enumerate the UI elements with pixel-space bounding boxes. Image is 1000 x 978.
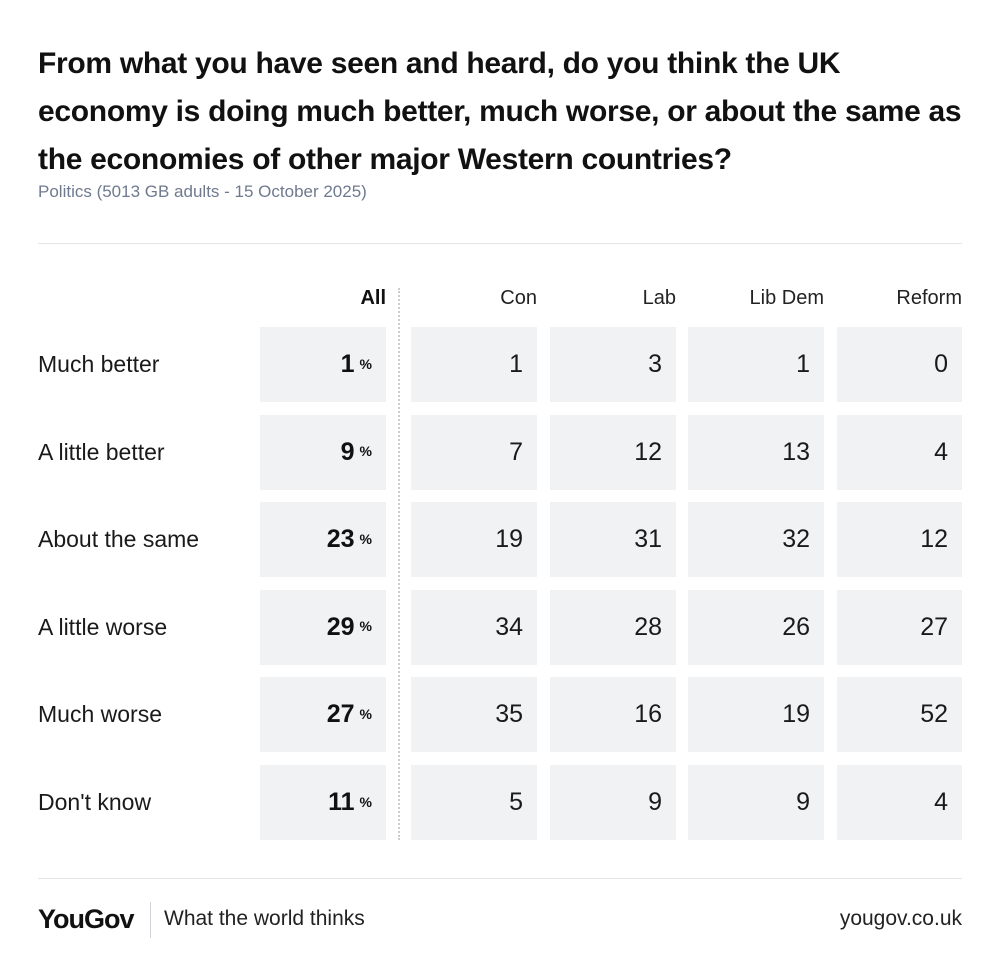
- cell-about-the-same-reform: 12: [837, 502, 962, 578]
- cell-value: 19: [782, 700, 810, 729]
- cell-much-worse-reform: 52: [837, 677, 962, 753]
- cell-value: 35: [495, 700, 523, 729]
- cell-a-little-worse-lib-dem: 26: [688, 589, 824, 665]
- cell-about-the-same-lib-dem: 32: [688, 502, 824, 578]
- footer-url: yougov.co.uk: [839, 907, 962, 930]
- cell-value: 29: [326, 612, 355, 641]
- cell-value: 28: [634, 612, 662, 641]
- cell-value: 9: [796, 788, 810, 816]
- column-header-all: All: [360, 287, 386, 309]
- cell-value: 7: [509, 437, 523, 466]
- cell-value: 13: [782, 437, 810, 466]
- cell-a-little-better-reform: 4: [837, 414, 962, 490]
- cell-a-little-better-all: 9%: [260, 414, 386, 490]
- cell-value: 26: [782, 612, 810, 641]
- cell-don-t-know-lib-dem: 9: [688, 765, 824, 840]
- bottom-divider: [38, 878, 962, 879]
- top-divider: [38, 243, 962, 244]
- cell-value: 4: [934, 788, 948, 816]
- cell-about-the-same-con: 19: [411, 502, 537, 578]
- cell-a-little-better-lab: 12: [550, 414, 676, 490]
- percent-unit: %: [359, 443, 372, 460]
- cell-much-better-lab: 3: [550, 327, 676, 402]
- cell-value: 1: [509, 350, 523, 378]
- cell-value: 27: [326, 700, 355, 729]
- cell-value: 12: [920, 525, 948, 554]
- cell-a-little-better-lib-dem: 13: [688, 414, 824, 490]
- cell-value: 4: [934, 437, 948, 466]
- row-label-much-better: Much better: [38, 351, 160, 377]
- percent-unit: %: [359, 355, 372, 372]
- percent-unit: %: [359, 618, 372, 635]
- cell-a-little-worse-reform: 27: [837, 589, 962, 665]
- cell-much-better-reform: 0: [837, 327, 962, 402]
- cell-a-little-worse-con: 34: [411, 589, 537, 665]
- cell-value: 11: [328, 788, 355, 816]
- column-header-lab: Lab: [642, 287, 676, 309]
- row-label-a-little-worse: A little worse: [38, 613, 168, 640]
- cell-value: 9: [340, 437, 355, 466]
- cell-value: 34: [495, 612, 523, 641]
- cell-value: 27: [920, 612, 948, 641]
- cell-value: 1: [340, 350, 355, 378]
- cell-much-worse-all: 27%: [260, 677, 386, 753]
- cell-value: 5: [509, 788, 523, 816]
- cell-much-worse-con: 35: [411, 677, 537, 753]
- cell-value: 52: [920, 700, 948, 729]
- cell-don-t-know-lab: 9: [550, 765, 676, 840]
- cell-about-the-same-lab: 31: [550, 502, 676, 578]
- cell-value: 3: [648, 350, 662, 378]
- cell-a-little-better-con: 7: [411, 414, 537, 490]
- row-label-much-worse: Much worse: [38, 701, 162, 728]
- yougov-logo: YouGov: [38, 904, 135, 934]
- chart-subtitle: Politics (5013 GB adults - 15 October 20…: [38, 182, 367, 201]
- column-header-con: Con: [500, 287, 537, 309]
- cell-value: 23: [326, 525, 355, 554]
- cell-much-better-all: 1%: [260, 327, 386, 402]
- percent-unit: %: [359, 793, 372, 810]
- cell-much-better-lib-dem: 1: [688, 327, 824, 402]
- cell-value: 0: [934, 350, 948, 378]
- column-header-lib-dem: Lib Dem: [749, 287, 824, 309]
- row-label-a-little-better: A little better: [38, 438, 165, 465]
- percent-unit: %: [359, 530, 372, 547]
- chart-title: From what you have seen and heard, do yo…: [38, 47, 962, 176]
- cell-a-little-worse-all: 29%: [260, 589, 386, 665]
- cell-don-t-know-all: 11%: [260, 765, 386, 840]
- footer-separator: [150, 902, 151, 938]
- cell-much-worse-lab: 16: [550, 677, 676, 753]
- cell-don-t-know-con: 5: [411, 765, 537, 840]
- cell-much-worse-lib-dem: 19: [688, 677, 824, 753]
- column-header-reform: Reform: [896, 287, 962, 309]
- cell-value: 31: [634, 525, 662, 554]
- cell-a-little-worse-lab: 28: [550, 589, 676, 665]
- cell-value: 12: [634, 437, 662, 466]
- cell-value: 16: [634, 700, 662, 729]
- footer-tagline: What the world thinks: [164, 907, 365, 930]
- cell-value: 32: [782, 525, 810, 554]
- row-label-don-t-know: Don't know: [38, 789, 152, 815]
- percent-unit: %: [359, 705, 372, 722]
- all-column-divider: [398, 288, 400, 840]
- cell-much-better-con: 1: [411, 327, 537, 402]
- cell-don-t-know-reform: 4: [837, 765, 962, 840]
- cell-value: 1: [796, 350, 810, 378]
- cell-value: 19: [495, 525, 523, 554]
- cell-about-the-same-all: 23%: [260, 502, 386, 578]
- row-label-about-the-same: About the same: [38, 526, 200, 553]
- cell-value: 9: [648, 788, 662, 816]
